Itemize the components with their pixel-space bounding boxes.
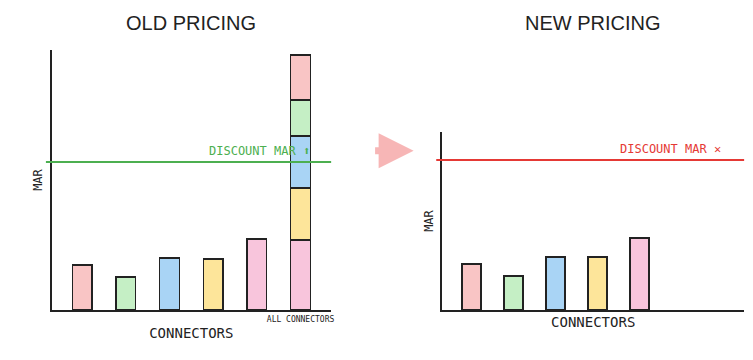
- svg-text:NEW PRICING: NEW PRICING: [525, 12, 661, 34]
- svg-text:CONNECTORS: CONNECTORS: [149, 325, 233, 341]
- svg-text:DISCOUNT MAR ⬆: DISCOUNT MAR ⬆: [209, 144, 310, 158]
- svg-text:DISCOUNT MAR ✕: DISCOUNT MAR ✕: [620, 142, 721, 156]
- svg-text:CONNECTORS: CONNECTORS: [551, 314, 635, 330]
- svg-text:MAR: MAR: [31, 168, 45, 190]
- svg-text:OLD PRICING: OLD PRICING: [126, 12, 256, 34]
- svg-text:ALL CONNECTORS: ALL CONNECTORS: [267, 315, 335, 324]
- svg-text:MAR: MAR: [422, 209, 436, 231]
